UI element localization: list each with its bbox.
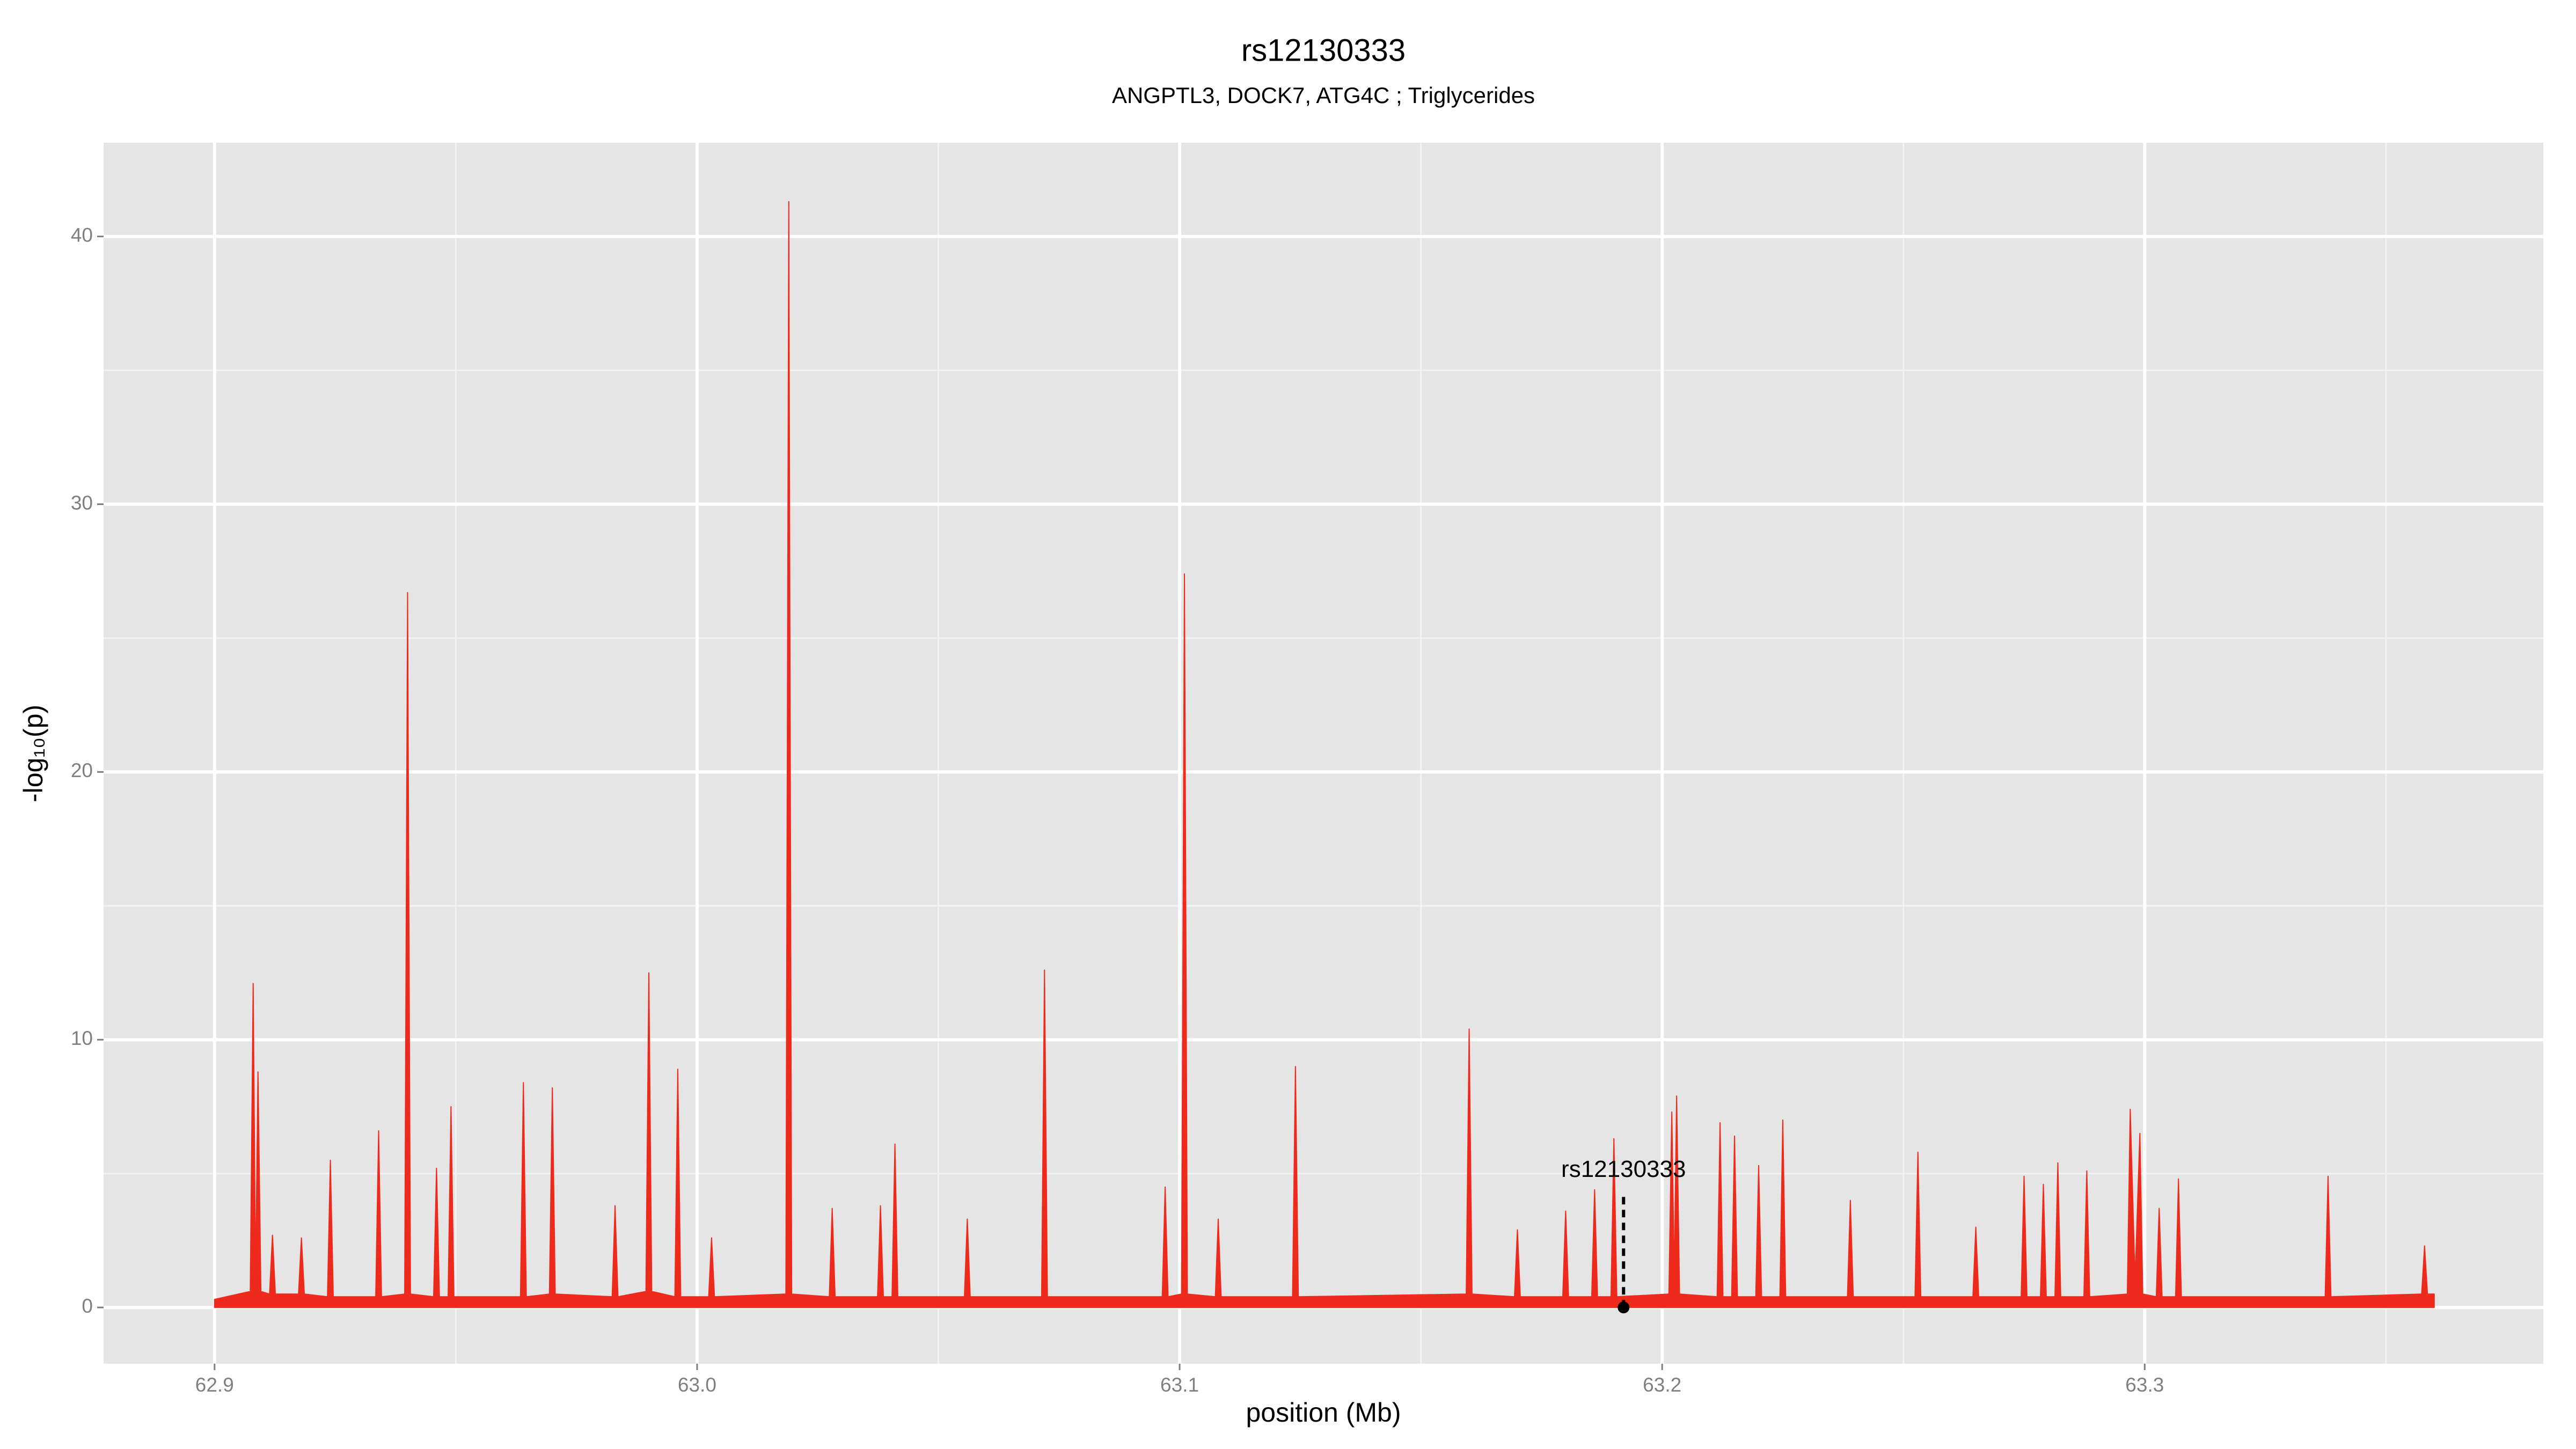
x-tick-label: 63.1 [1160,1374,1199,1396]
x-tick-label: 63.2 [1643,1374,1681,1396]
x-tick-label: 63.0 [678,1374,716,1396]
plot-panel [104,143,2543,1364]
y-tick-label: 40 [71,224,93,246]
y-tick-label: 10 [71,1027,93,1049]
y-axis-title: -log₁₀(p) [18,705,48,802]
x-tick-label: 63.3 [2125,1374,2164,1396]
chart-subtitle: ANGPTL3, DOCK7, ATG4C ; Triglycerides [1112,83,1535,108]
y-tick-label: 30 [71,492,93,514]
y-tick-label: 20 [71,759,93,781]
annotation-point [1618,1301,1630,1314]
x-axis-title: position (Mb) [1246,1397,1401,1428]
y-tick-label: 0 [82,1295,93,1317]
x-tick-label: 62.9 [195,1374,234,1396]
area [214,201,2435,1308]
chart-title: rs12130333 [1241,33,1406,68]
annotation-label: rs12130333 [1561,1156,1686,1182]
